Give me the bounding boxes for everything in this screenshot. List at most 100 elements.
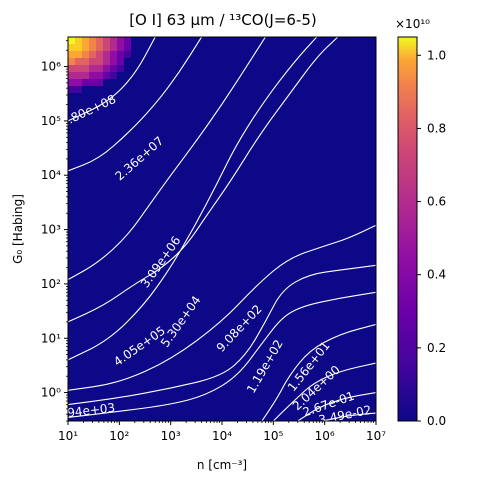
- colorbar-ticks: 0.0 0.2 0.4 0.6 0.8 1.0: [417, 48, 446, 428]
- colorbar: 0.0 0.2 0.4 0.6 0.8 1.0 ×10¹⁰: [395, 17, 446, 428]
- contour-label: 6.94e+03: [55, 401, 116, 422]
- plot-area: 1.80e+082.36e+073.09e+065.30e+044.05e+05…: [55, 36, 377, 427]
- heatmap-cell: [68, 72, 75, 79]
- heatmap-cell: [103, 44, 110, 51]
- heatmap-cell: [68, 86, 75, 93]
- heatmap-cell: [68, 65, 75, 72]
- colorbar-tick-label: 1.0: [427, 48, 446, 62]
- x-tick-label: 10²: [109, 429, 129, 443]
- colorbar-tick-label: 0.6: [427, 195, 446, 209]
- heatmap-cell: [103, 37, 110, 44]
- heatmap-cell: [75, 44, 82, 51]
- colorbar-tick-label: 0.8: [427, 121, 446, 135]
- contour-line: [68, 37, 266, 281]
- heatmap-cell: [117, 51, 124, 58]
- heatmap-cell: [110, 44, 117, 51]
- y-axis-label: G₀ [Habing]: [11, 194, 25, 264]
- heatmap-cell: [75, 79, 82, 86]
- x-axis: 10¹ 10² 10³ 10⁴ 10⁵ 10⁶ 10⁷: [58, 421, 386, 443]
- heatmap-cell: [96, 51, 103, 58]
- heatmap-cell: [110, 65, 117, 72]
- heatmap-cell: [68, 37, 75, 44]
- heatmap-cell: [89, 58, 96, 65]
- heatmap-cells: [68, 37, 131, 93]
- y-tick-label: 10⁶: [41, 60, 61, 74]
- heatmap-cell: [82, 37, 89, 44]
- heatmap-cell: [96, 44, 103, 51]
- x-tick-label: 10⁷: [366, 429, 386, 443]
- heatmap-cell: [124, 44, 131, 51]
- heatmap-cell: [82, 72, 89, 79]
- y-tick-label: 10³: [41, 223, 61, 237]
- heatmap-cell: [96, 65, 103, 72]
- heatmap-cell: [103, 72, 110, 79]
- heatmap-cell: [124, 37, 131, 44]
- heatmap-cell: [89, 79, 96, 86]
- colorbar-tick-label: 0.0: [427, 414, 446, 428]
- y-tick-label: 10⁵: [41, 114, 61, 128]
- heatmap-cell: [96, 72, 103, 79]
- y-axis: 10⁰ 10¹ 10² 10³ 10⁴ 10⁵ 10⁶: [41, 40, 68, 422]
- heatmap-cell: [68, 44, 75, 51]
- x-tick-label: 10³: [161, 429, 181, 443]
- heatmap-cell: [89, 51, 96, 58]
- contour-line: [68, 224, 376, 391]
- heatmap-cell: [82, 44, 89, 51]
- heatmap-cell: [75, 86, 82, 93]
- heatmap-cell: [110, 58, 117, 65]
- heatmap-cell: [82, 65, 89, 72]
- heatmap-cell: [103, 58, 110, 65]
- contour-line: [272, 362, 376, 421]
- colorbar-gradient: [397, 36, 418, 422]
- heatmap-cell: [82, 79, 89, 86]
- heatmap-cell: [75, 58, 82, 65]
- contour-line: [297, 392, 376, 421]
- heatmap-cell: [75, 51, 82, 58]
- contour-lines: [68, 37, 376, 421]
- heatmap-cell: [75, 65, 82, 72]
- contour-line: [68, 264, 376, 406]
- chart-title: [O I] 63 μm / ¹³CO(J=6-5): [129, 11, 317, 29]
- heatmap-cell: [68, 51, 75, 58]
- y-tick-label: 10⁴: [41, 168, 61, 182]
- heatmap-cell: [96, 37, 103, 44]
- contour-line: [68, 37, 318, 361]
- x-tick-label: 10⁶: [315, 429, 335, 443]
- heatmap-cell: [82, 51, 89, 58]
- heatmap-cell: [82, 58, 89, 65]
- heatmap-cell: [96, 58, 103, 65]
- heatmap-cell: [68, 58, 75, 65]
- heatmap-cell: [110, 37, 117, 44]
- contour-line: [68, 37, 203, 172]
- x-tick-label: 10¹: [58, 429, 78, 443]
- contour-line: [68, 291, 376, 418]
- heatmap-cell: [75, 37, 82, 44]
- heatmap-cell: [103, 65, 110, 72]
- heatmap-cell: [68, 79, 75, 86]
- x-axis-label: n [cm⁻³]: [197, 458, 247, 472]
- contour-line: [261, 323, 376, 421]
- colorbar-multiplier: ×10¹⁰: [395, 17, 430, 31]
- heatmap-cell: [117, 65, 124, 72]
- heatmap-cell: [117, 37, 124, 44]
- x-tick-label: 10⁴: [212, 429, 232, 443]
- heatmap-cell: [117, 44, 124, 51]
- heatmap-cell: [110, 72, 117, 79]
- heatmap-cell: [89, 72, 96, 79]
- heatmap-cell: [110, 51, 117, 58]
- heatmap-cell: [75, 72, 82, 79]
- colorbar-tick-label: 0.4: [427, 268, 446, 282]
- heatmap-cell: [96, 79, 103, 86]
- y-tick-label: 10¹: [41, 331, 61, 345]
- y-tick-label: 10²: [41, 277, 61, 291]
- heatmap-cell: [124, 51, 131, 58]
- heatmap-cell: [103, 51, 110, 58]
- y-tick-label: 10⁰: [41, 386, 61, 400]
- heatmap-cell: [89, 44, 96, 51]
- heatmap-cell: [89, 37, 96, 44]
- heatmap-background: [68, 37, 376, 421]
- contour-line: [68, 37, 156, 122]
- contour-line: [68, 37, 339, 323]
- heatmap-cell: [117, 58, 124, 65]
